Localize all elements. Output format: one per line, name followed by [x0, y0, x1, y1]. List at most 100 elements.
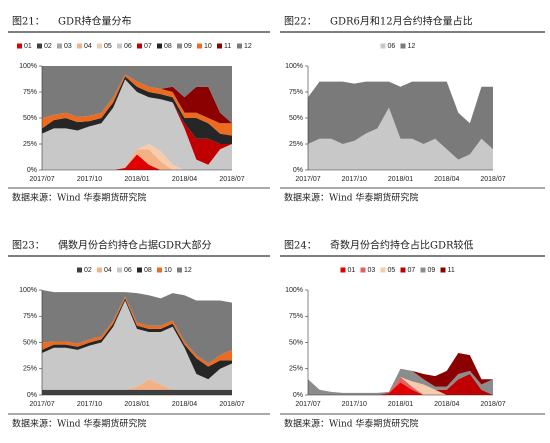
figure-label: 图23：	[12, 240, 45, 252]
area	[42, 298, 232, 380]
legend-label: 04	[84, 43, 92, 50]
area	[42, 74, 232, 124]
legend-swatch	[77, 43, 82, 49]
y-tick-label: 0%	[27, 167, 37, 174]
chart-title: 奇数月份合约持仓占比GDR较低	[330, 239, 474, 252]
legend-label: 03	[368, 267, 376, 274]
legend-label: 07	[144, 43, 152, 50]
y-tick-label: 75%	[289, 89, 303, 96]
area	[42, 379, 232, 390]
y-tick-label: 50%	[289, 339, 303, 346]
x-tick-label: 2017/10	[342, 401, 367, 408]
legend-label: 06	[388, 43, 396, 50]
legend-swatch	[117, 267, 122, 273]
x-tick-label: 2018/01	[388, 401, 413, 408]
legend-swatch	[157, 267, 162, 273]
legend-label: 11	[448, 267, 455, 274]
legend-label: 04	[104, 267, 112, 274]
x-tick-label: 2017/07	[295, 401, 320, 408]
legend-swatch	[420, 267, 426, 273]
legend-swatch	[137, 267, 142, 273]
legend-swatch	[17, 43, 22, 49]
y-tick-label: 0%	[293, 392, 303, 399]
legend-label: 01	[24, 43, 32, 50]
x-tick-label: 2018/07	[219, 176, 244, 183]
legend-label: 11	[224, 43, 231, 50]
legend-label: 12	[184, 267, 192, 274]
legend-swatch	[340, 267, 346, 273]
x-tick-label: 2018/01	[124, 176, 149, 183]
area	[42, 149, 232, 170]
figure-label: 图22：	[284, 16, 317, 28]
y-tick-label: 25%	[289, 366, 303, 373]
legend-swatch	[157, 43, 162, 49]
legend-swatch	[177, 267, 182, 273]
legend-label: 08	[164, 43, 172, 50]
y-tick-label: 100%	[19, 63, 37, 70]
figure-label: 图24：	[284, 240, 317, 252]
legend-label: 10	[164, 267, 172, 274]
legend-swatch	[380, 267, 386, 273]
legend-swatch	[400, 267, 406, 273]
source: 数据来源：Wind 华泰期货研究院	[12, 418, 146, 430]
legend-label: 06	[124, 267, 132, 274]
figure-label: 图21：	[12, 16, 45, 28]
y-tick-label: 0%	[27, 392, 37, 399]
y-tick-label: 100%	[285, 63, 303, 70]
x-tick-label: 2017/07	[295, 176, 320, 183]
legend-swatch	[137, 43, 142, 49]
legend-swatch	[97, 43, 102, 49]
area	[42, 74, 232, 136]
legend-label: 02	[84, 267, 92, 274]
legend-label: 05	[388, 267, 396, 274]
area	[308, 368, 493, 395]
y-tick-label: 25%	[23, 141, 37, 148]
legend-swatch	[237, 43, 242, 49]
area	[308, 81, 493, 160]
y-tick-label: 75%	[23, 313, 37, 320]
area	[42, 154, 232, 170]
y-tick-label: 100%	[285, 287, 303, 294]
y-tick-label: 75%	[23, 89, 37, 96]
area	[42, 76, 232, 144]
legend-label: 09	[184, 43, 192, 50]
legend-swatch	[117, 43, 122, 49]
x-tick-label: 2018/04	[434, 176, 459, 183]
legend-label: 01	[348, 267, 356, 274]
chart-title: GDR持仓量分布	[58, 15, 132, 28]
legend-swatch	[360, 267, 366, 273]
area	[42, 66, 232, 124]
legend-label: 03	[64, 43, 72, 50]
chart-title: 偶数月份合约持仓占据GDR大部分	[58, 239, 212, 252]
y-tick-label: 0%	[293, 167, 303, 174]
legend-swatch	[37, 43, 42, 49]
x-tick-label: 2018/04	[172, 176, 197, 183]
chart-title: GDR6月和12月合约持仓量占比	[330, 15, 473, 28]
legend-label: 05	[104, 43, 112, 50]
y-tick-label: 50%	[289, 115, 303, 122]
legend-swatch	[217, 43, 222, 49]
area	[42, 290, 232, 364]
legend-swatch	[97, 267, 102, 273]
legend-label: 06	[124, 43, 132, 50]
area	[308, 382, 493, 395]
area	[42, 79, 232, 170]
x-tick-label: 2018/04	[434, 401, 459, 408]
source: 数据来源：Wind 华泰期货研究院	[284, 192, 418, 204]
x-tick-label: 2018/07	[219, 401, 244, 408]
area	[308, 377, 493, 395]
legend-swatch	[57, 43, 62, 49]
legend-swatch	[197, 43, 202, 49]
legend-swatch	[380, 43, 386, 49]
legend-label: 12	[244, 43, 252, 50]
legend-swatch	[440, 267, 446, 273]
y-tick-label: 50%	[23, 339, 37, 346]
source: 数据来源：Wind 华泰期货研究院	[284, 418, 418, 430]
y-tick-label: 50%	[23, 115, 37, 122]
x-tick-label: 2017/07	[29, 401, 54, 408]
legend-swatch	[400, 43, 406, 49]
legend-swatch	[177, 43, 182, 49]
legend-label: 02	[44, 43, 52, 50]
x-tick-label: 2017/07	[29, 176, 54, 183]
